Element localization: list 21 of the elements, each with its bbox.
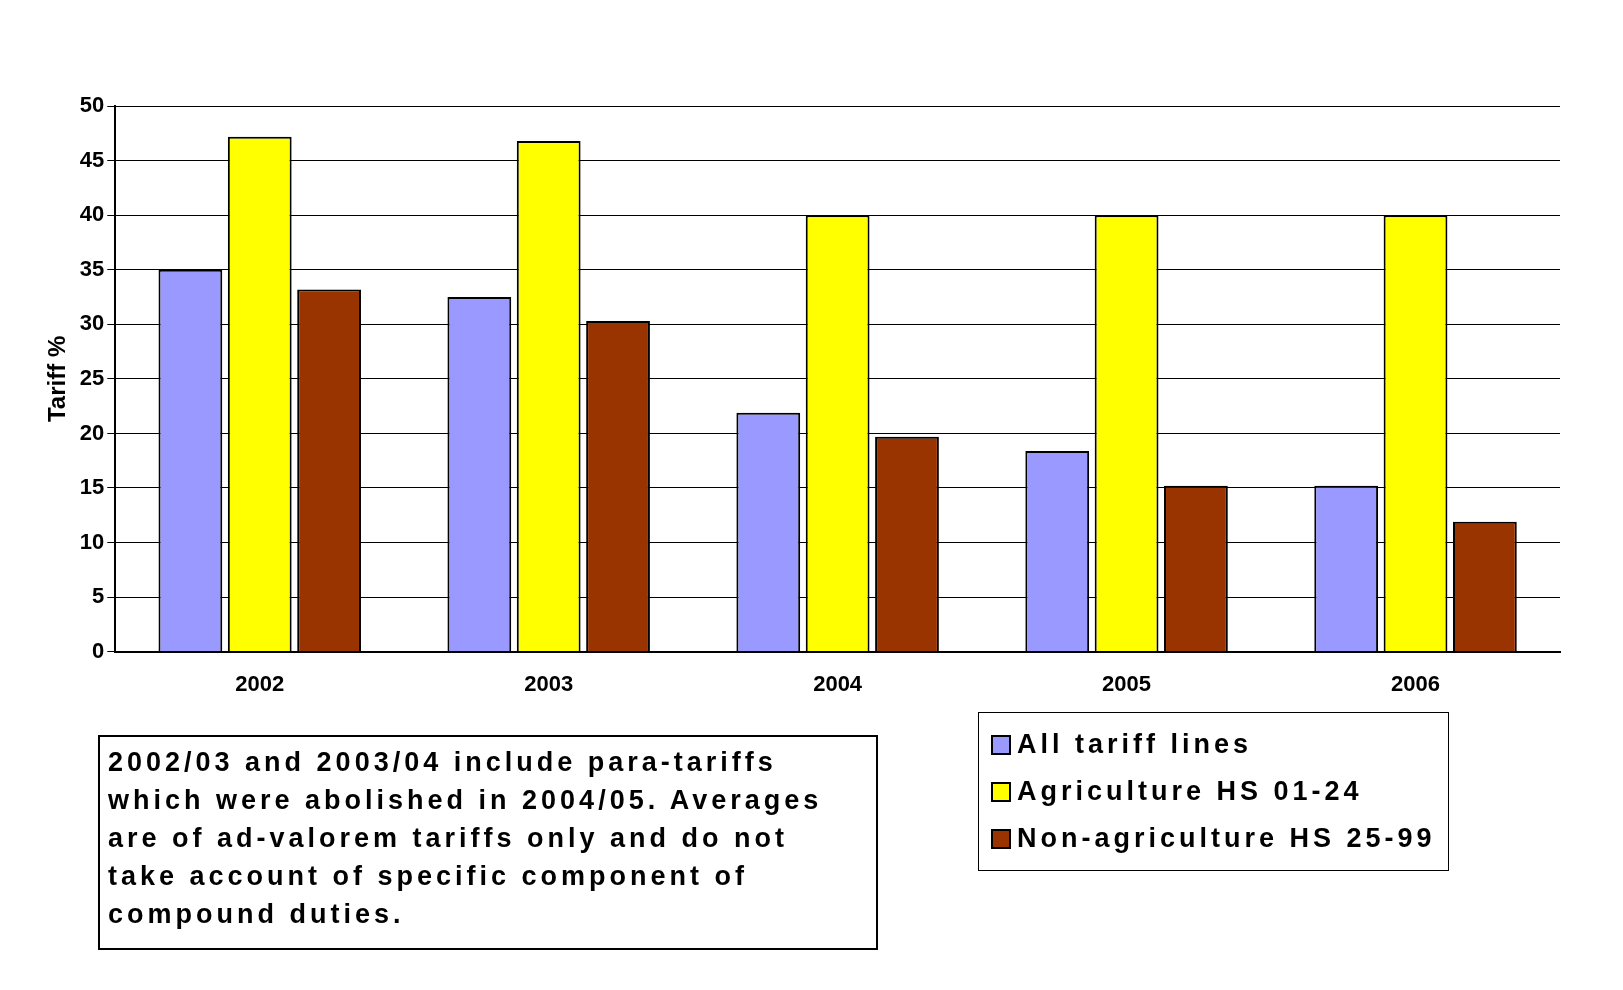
y-axis-title: Tariff % [43, 335, 71, 423]
y-tick-label: 45 [79, 146, 105, 172]
text: 2002/03 and 2003/04 include para-tariffs which were abolished in 2004/05. Averages are of ad-valorem tariffs only and do not take account of specific component of compound duties. [108, 746, 824, 931]
x-tick-label: 2006 [1391, 670, 1440, 696]
x-tick-label: 2002 [235, 670, 285, 696]
y-tick-label: 10 [79, 528, 105, 554]
y-tick-label: 50 [79, 92, 105, 118]
y-tick-label: 30 [79, 310, 105, 336]
y-tick-label: 0 [92, 637, 105, 663]
legend-label: Non-agriculture HS 25-99 [1017, 823, 1436, 854]
y-tick-label: 25 [79, 364, 105, 390]
legend-label: All tariff lines [1017, 729, 1253, 760]
y-tick-label: 40 [79, 201, 105, 227]
y-tick-label: 35 [79, 255, 105, 281]
y-tick-label: 20 [79, 419, 105, 445]
y-tick-label: 5 [92, 583, 105, 609]
y-tick-label: 15 [79, 474, 105, 500]
x-tick-label: 2005 [1102, 670, 1152, 696]
x-tick-label: 2004 [813, 670, 863, 696]
legend-label: Agriculture HS 01-24 [1017, 776, 1363, 807]
x-tick-label: 2003 [524, 670, 574, 696]
